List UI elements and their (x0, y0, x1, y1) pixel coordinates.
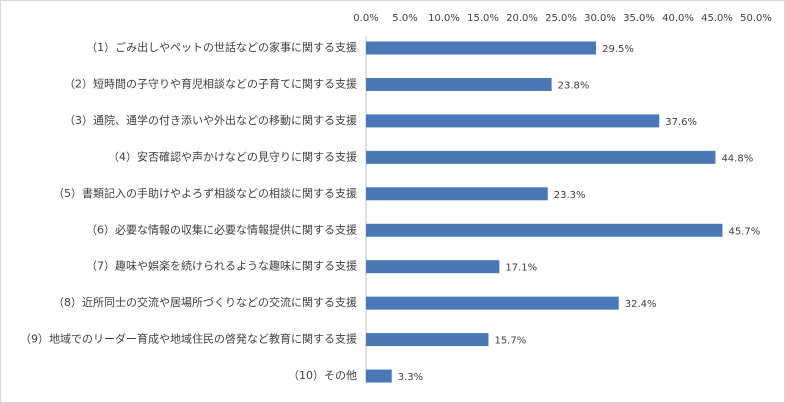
data-label: 44.8% (721, 153, 753, 164)
category-label: （2）短時間の子守りや育児相談などの子育てに関する支援 (64, 76, 357, 90)
data-label: 3.3% (398, 372, 423, 383)
x-tick-label: 10.0% (428, 13, 460, 24)
category-labels: （1）ごみ出しやペットの世話などの家事に関する支援 （2）短時間の子守りや育児相談… (20, 40, 357, 382)
data-label: 32.4% (625, 299, 657, 310)
data-label: 23.8% (558, 80, 590, 91)
bar (366, 150, 716, 164)
x-axis-ticks: 0.0% 5.0% 10.0% 15.0% 20.0% 25.0% 30.0% 35.0% 40… (353, 13, 772, 24)
category-label: （9）地域でのリーダー育成や地域住民の啓発など教育に関する支援 (20, 332, 357, 346)
bar (366, 114, 660, 128)
x-tick-label: 35.0% (623, 13, 655, 24)
bar (366, 187, 548, 201)
data-label: 17.1% (505, 263, 537, 274)
category-label: （4）安否確認や声かけなどの見守りに関する支援 (108, 149, 357, 163)
x-tick-label: 25.0% (545, 13, 577, 24)
x-tick-label: 20.0% (506, 13, 538, 24)
bar (366, 369, 392, 383)
bar (366, 296, 619, 310)
bars (366, 41, 723, 383)
data-label: 29.5% (602, 44, 634, 55)
x-tick-label: 0.0% (353, 13, 378, 24)
category-label: （8）近所同士の交流や居場所づくりなどの交流に関する支援 (53, 295, 357, 309)
x-tick-label: 15.0% (467, 13, 499, 24)
x-tick-label: 5.0% (392, 13, 417, 24)
bar (366, 260, 500, 274)
x-tick-label: 45.0% (701, 13, 733, 24)
category-label: （6）必要な情報の収集に必要な情報提供に関する支援 (86, 222, 357, 236)
category-label: （1）ごみ出しやペットの世話などの家事に関する支援 (86, 40, 357, 54)
bar (366, 223, 723, 237)
x-tick-label: 30.0% (584, 13, 616, 24)
category-label: （3）通院、通学の付き添いや外出などの移動に関する支援 (64, 113, 357, 127)
category-label: （5）書類記入の手助けやよろず相談などの相談に関する支援 (53, 186, 357, 200)
category-label: （10）その他 (288, 369, 357, 382)
x-tick-label: 50.0% (740, 13, 772, 24)
data-label: 37.6% (665, 117, 697, 128)
data-label: 15.7% (494, 336, 526, 347)
data-labels: 29.5% 23.8% 37.6% 44.8% 23.3% 45.7% 17.1% 32.4%… (398, 44, 761, 383)
category-label: （7）趣味や娯楽を続けられるような趣味に関する支援 (86, 259, 357, 273)
x-tick-label: 40.0% (662, 13, 694, 24)
data-label: 45.7% (728, 226, 760, 237)
bar (366, 333, 489, 347)
data-label: 23.3% (554, 190, 586, 201)
bar (366, 41, 597, 55)
bar (366, 77, 552, 91)
